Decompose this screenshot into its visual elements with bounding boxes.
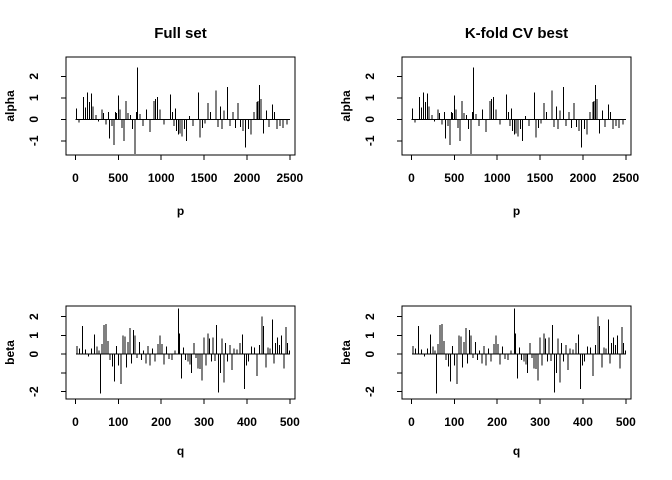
y-axis-label: alpha [339, 90, 353, 122]
x-tick-label: 300 [530, 415, 550, 429]
x-tick-label: 1000 [484, 171, 511, 185]
y-tick-label: -2 [363, 386, 377, 397]
kfold-cv-alpha-chart: 0 500 1000 1500 2000 2500 -1 0 1 2 K-fold CV best p… [339, 25, 640, 218]
x-tick-label: 2000 [570, 171, 597, 185]
x-tick-label: 0 [72, 171, 79, 185]
y-axis-label: alpha [3, 90, 17, 122]
x-tick-label: 400 [237, 415, 257, 429]
x-tick-label: 0 [408, 171, 415, 185]
full-set-beta-chart: 0 100 200 300 400 500 -2 0 1 2 q beta [3, 305, 300, 458]
y-tick-label: 1 [363, 94, 377, 101]
x-tick-label: 500 [280, 415, 300, 429]
x-tick-label: 2000 [234, 171, 261, 185]
y-axis-label: beta [3, 340, 17, 365]
panel-kfold-cv-beta: 0 100 200 300 400 500 -2 0 1 2 q beta [336, 240, 672, 480]
plot-box [65, 305, 296, 400]
y-tick-label: 2 [27, 313, 41, 320]
x-tick-label: 2500 [613, 171, 640, 185]
y-tick-label: 0 [27, 116, 41, 123]
y-axis-label: beta [339, 340, 353, 365]
y-tick-label: 2 [363, 313, 377, 320]
y-tick-label: 2 [27, 73, 41, 80]
x-axis-label: q [513, 444, 520, 458]
y-tick-label: -1 [27, 135, 41, 146]
y-tick-label: -2 [27, 386, 41, 397]
x-tick-label: 1500 [191, 171, 218, 185]
x-tick-label: 200 [151, 415, 171, 429]
panel-title: K-fold CV best [465, 25, 568, 42]
x-tick-label: 400 [573, 415, 593, 429]
full-set-alpha-chart: 0 500 1000 1500 2000 2500 -1 0 1 2 Full set p alpha [3, 25, 304, 218]
x-tick-label: 2500 [277, 171, 304, 185]
y-tick-label: -1 [363, 135, 377, 146]
y-tick-label: 0 [363, 116, 377, 123]
x-tick-label: 0 [72, 415, 79, 429]
y-tick-label: 0 [363, 351, 377, 358]
x-tick-label: 300 [194, 415, 214, 429]
panel-kfold-cv-alpha: 0 500 1000 1500 2000 2500 -1 0 1 2 K-fold CV best p… [336, 0, 672, 240]
plot-box [401, 56, 632, 156]
x-tick-label: 500 [108, 171, 128, 185]
y-tick-label: 1 [363, 332, 377, 339]
x-axis-label: p [177, 204, 184, 218]
y-tick-label: 1 [27, 94, 41, 101]
y-tick-label: 2 [363, 73, 377, 80]
y-tick-label: 0 [27, 351, 41, 358]
y-tick-label: 1 [27, 332, 41, 339]
x-tick-label: 500 [616, 415, 636, 429]
panel-full-set-alpha: 0 500 1000 1500 2000 2500 -1 0 1 2 Full set p alpha [0, 0, 336, 240]
kfold-cv-beta-chart: 0 100 200 300 400 500 -2 0 1 2 q beta [339, 305, 636, 458]
plot-box [401, 305, 632, 400]
x-tick-label: 0 [408, 415, 415, 429]
x-tick-label: 1000 [148, 171, 175, 185]
panel-full-set-beta: 0 100 200 300 400 500 -2 0 1 2 q beta [0, 240, 336, 480]
x-tick-label: 500 [444, 171, 464, 185]
x-axis-label: p [513, 204, 520, 218]
x-tick-label: 1500 [527, 171, 554, 185]
panel-title: Full set [154, 25, 207, 42]
x-tick-label: 100 [444, 415, 464, 429]
x-tick-label: 100 [108, 415, 128, 429]
x-axis-label: q [177, 444, 184, 458]
x-tick-label: 200 [487, 415, 507, 429]
plot-box [65, 56, 296, 156]
